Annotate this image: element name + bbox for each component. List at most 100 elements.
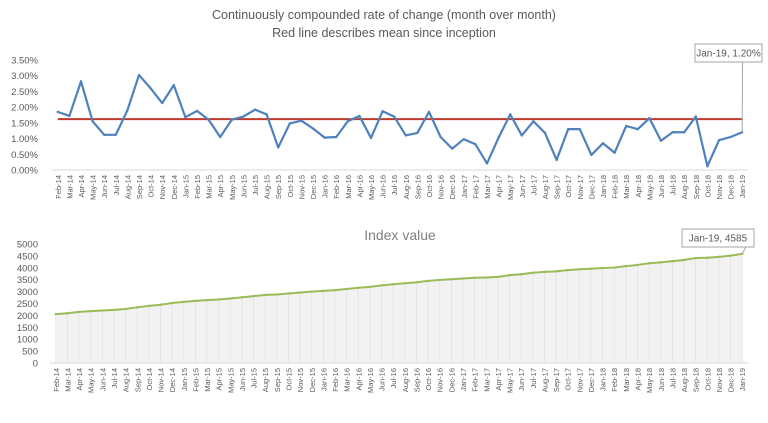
rate-x-tick-label: Nov-17 bbox=[576, 175, 585, 199]
rate-x-tick-label: Nov-16 bbox=[437, 175, 446, 199]
rate-x-tick-label: Sep-16 bbox=[413, 175, 422, 199]
index-point bbox=[426, 279, 430, 283]
index-point bbox=[578, 268, 581, 271]
index-x-tick-label: May-17 bbox=[506, 368, 515, 393]
rate-point bbox=[219, 135, 222, 139]
index-x-tick-label: Oct-18 bbox=[703, 368, 712, 391]
rate-x-tick-label: Dec-14 bbox=[170, 175, 179, 199]
index-x-tick-label: Nov-17 bbox=[575, 368, 584, 392]
index-x-tick-label: Jan-15 bbox=[180, 368, 189, 391]
index-chart: Index value05001000150020002500300035004… bbox=[17, 227, 755, 393]
rate-x-tick-label: Sep-14 bbox=[135, 175, 144, 199]
index-x-tick-label: Jan-18 bbox=[599, 368, 608, 391]
index-x-tick-label: Dec-18 bbox=[727, 368, 736, 392]
index-point bbox=[159, 303, 162, 306]
rate-x-tick-label: Feb-18 bbox=[611, 175, 620, 199]
index-y-tick-label: 3000 bbox=[17, 287, 38, 298]
rate-x-tick-label: Apr-16 bbox=[355, 175, 364, 198]
rate-y-tick-label: 1.50% bbox=[11, 118, 38, 129]
index-point bbox=[89, 309, 92, 313]
index-x-tick-label: Nov-14 bbox=[157, 368, 166, 392]
rate-y-tick-label: 0.00% bbox=[11, 166, 38, 177]
rate-x-tick-label: Feb-17 bbox=[471, 175, 480, 199]
rate-x-tick-label: Sep-17 bbox=[553, 175, 562, 199]
index-point bbox=[322, 289, 325, 293]
rate-point bbox=[567, 127, 570, 131]
index-point bbox=[229, 297, 232, 300]
index-x-tick-label: Sep-16 bbox=[412, 368, 421, 392]
rate-point bbox=[172, 83, 175, 87]
index-x-tick-label: Jul-16 bbox=[389, 368, 398, 388]
rate-y-tick-label: 3.00% bbox=[11, 71, 38, 82]
index-x-tick-label: Mar-17 bbox=[482, 368, 491, 392]
rate-x-tick-label: Aug-14 bbox=[123, 175, 132, 199]
index-point bbox=[543, 270, 546, 274]
index-x-tick-label: Jun-17 bbox=[517, 368, 526, 391]
index-x-tick-label: Apr-18 bbox=[633, 368, 642, 391]
rate-point bbox=[729, 135, 732, 139]
rate-point bbox=[509, 113, 512, 116]
rate-x-tick-label: Aug-17 bbox=[541, 175, 550, 199]
index-x-tick-label: Feb-14 bbox=[52, 368, 61, 392]
rate-line bbox=[57, 73, 743, 168]
index-point bbox=[391, 283, 395, 286]
rate-point bbox=[161, 101, 164, 105]
rate-x-tick-label: Dec-17 bbox=[587, 175, 596, 199]
rate-x-tick-label: May-17 bbox=[506, 175, 515, 200]
rate-point bbox=[381, 110, 384, 113]
index-point bbox=[182, 300, 185, 304]
index-x-tick-label: Nov-15 bbox=[296, 368, 305, 392]
index-x-tick-label: Feb-16 bbox=[331, 368, 340, 392]
rate-point bbox=[462, 138, 465, 141]
index-point bbox=[717, 255, 721, 259]
index-x-tick-label: Apr-14 bbox=[75, 368, 84, 391]
index-point bbox=[706, 256, 709, 260]
index-y-tick-label: 2000 bbox=[17, 311, 38, 322]
rate-point bbox=[520, 134, 523, 137]
rate-x-tick-label: Aug-18 bbox=[680, 175, 689, 199]
index-point bbox=[729, 254, 732, 257]
rate-point bbox=[253, 108, 257, 111]
rate-point bbox=[335, 135, 338, 139]
index-chart-title: Index value bbox=[364, 227, 436, 243]
rate-x-tick-label: Jul-18 bbox=[669, 175, 678, 195]
index-x-tick-label: Dec-16 bbox=[447, 368, 456, 392]
rate-x-tick-label: Sep-18 bbox=[692, 175, 701, 199]
rate-point bbox=[68, 114, 71, 118]
rate-point bbox=[706, 165, 709, 168]
rate-point bbox=[126, 109, 129, 112]
rate-x-tick-label: Dec-16 bbox=[448, 175, 457, 199]
index-x-tick-label: Feb-15 bbox=[191, 368, 200, 392]
index-point bbox=[473, 276, 476, 279]
rate-x-tick-label: Oct-16 bbox=[425, 175, 434, 198]
rate-x-tick-label: Oct-14 bbox=[147, 175, 156, 198]
index-x-tick-label: Oct-15 bbox=[284, 368, 293, 391]
index-x-tick-label: Oct-14 bbox=[145, 368, 154, 391]
index-x-tick-label: May-16 bbox=[366, 368, 375, 393]
rate-x-tick-label: Mar-15 bbox=[205, 175, 214, 199]
rate-point bbox=[427, 110, 431, 114]
rate-y-tick-label: 2.50% bbox=[11, 87, 38, 98]
index-point bbox=[485, 276, 488, 279]
index-point bbox=[624, 264, 628, 268]
rate-point bbox=[277, 146, 280, 149]
rate-point bbox=[207, 118, 210, 121]
rate-point bbox=[265, 113, 268, 116]
index-point bbox=[170, 301, 174, 305]
rate-point bbox=[636, 127, 639, 131]
index-point bbox=[252, 294, 255, 298]
index-x-tick-label: Jun-16 bbox=[378, 368, 387, 391]
rate-x-tick-label: Nov-14 bbox=[158, 175, 167, 199]
rate-x-tick-label: Feb-16 bbox=[332, 175, 341, 199]
index-point bbox=[310, 290, 313, 293]
index-x-tick-label: Jul-17 bbox=[529, 368, 538, 388]
index-area bbox=[55, 253, 743, 363]
index-x-tick-label: Apr-15 bbox=[215, 368, 224, 391]
index-x-tick-label: May-14 bbox=[87, 368, 96, 393]
index-callout-label: Jan-19, 4585 bbox=[689, 234, 748, 245]
index-point bbox=[275, 293, 279, 296]
index-point bbox=[566, 268, 569, 272]
rate-x-tick-label: Apr-14 bbox=[77, 175, 86, 198]
rate-chart-title: Continuously compounded rate of change (… bbox=[212, 8, 556, 22]
rate-x-tick-label: Mar-16 bbox=[344, 175, 353, 199]
